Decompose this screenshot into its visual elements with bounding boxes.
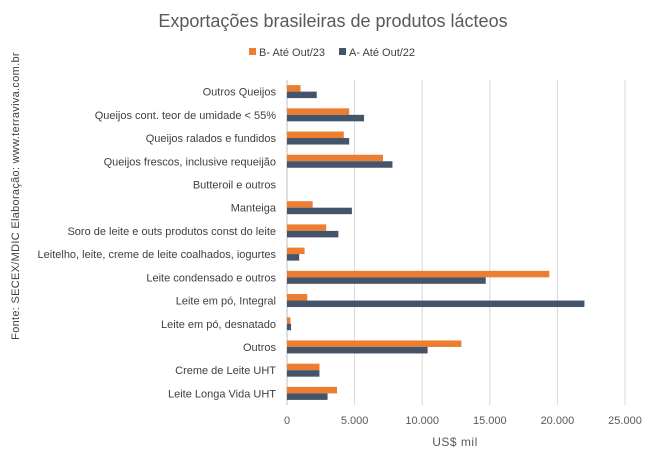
bar-series-a bbox=[287, 161, 393, 168]
legend-swatch-series-a bbox=[339, 48, 346, 55]
category-label: Creme de Leite UHT bbox=[175, 365, 276, 377]
grid bbox=[286, 80, 626, 405]
category-label: Queijos frescos, inclusive requeijão bbox=[104, 156, 276, 168]
bar-series-a bbox=[287, 230, 339, 238]
legend: B- Até Out/23 A- Até Out/22 bbox=[249, 47, 415, 59]
category-label: Leite condensado e outros bbox=[146, 272, 276, 284]
bar-series-a bbox=[287, 323, 292, 331]
x-tick-label: 0 bbox=[284, 415, 290, 427]
bar-series-b bbox=[287, 247, 305, 255]
bar-series-b bbox=[287, 386, 338, 394]
bar-series-a bbox=[287, 254, 300, 261]
category-label: Leite em pó, desnatado bbox=[161, 319, 276, 331]
x-tick-label: 15.000 bbox=[473, 415, 507, 427]
bar-series-a bbox=[287, 277, 486, 284]
bar-series-b bbox=[287, 131, 344, 139]
category-label: Queijos ralados e fundidos bbox=[146, 133, 277, 145]
bar-series-a bbox=[287, 346, 428, 354]
bar-series-b bbox=[287, 340, 462, 347]
category-label: Leite em pó, Integral bbox=[176, 296, 276, 308]
bar-series-b bbox=[287, 317, 291, 324]
bar-series-b bbox=[287, 108, 350, 115]
bar-series-a bbox=[287, 91, 317, 99]
bar-series-b bbox=[287, 201, 313, 208]
x-tick-label: 10.000 bbox=[405, 415, 439, 427]
x-tick-labels: 0 5.000 10.000 15.000 20.000 25.000 bbox=[284, 415, 642, 427]
bar-series-a bbox=[287, 393, 328, 400]
category-label: Soro de leite e outs produtos const do l… bbox=[67, 226, 276, 238]
bar-series-a bbox=[287, 207, 352, 215]
category-labels: Outros Queijos Queijos cont. teor de umid… bbox=[38, 87, 277, 401]
category-label: Queijos cont. teor de umidade < 55% bbox=[95, 110, 277, 122]
bar-series-b bbox=[287, 154, 383, 162]
x-tick-label: 20.000 bbox=[541, 415, 575, 427]
x-axis-title: US$ mil bbox=[432, 435, 478, 449]
bar-series-a bbox=[287, 300, 585, 308]
bars bbox=[287, 85, 585, 400]
category-label: Leitelho, leite, creme de leite coalhado… bbox=[38, 249, 277, 261]
legend-label-series-b: B- Até Out/23 bbox=[259, 47, 325, 59]
category-label: Outros bbox=[243, 342, 277, 354]
chart-title: Exportações brasileiras de produtos láct… bbox=[158, 11, 507, 31]
source-note: Fonte: SECEX/MDIC Elaboração: www.terrav… bbox=[10, 52, 22, 340]
bar-series-b bbox=[287, 224, 327, 231]
bar-series-b bbox=[287, 363, 320, 371]
category-label: Butteroil e outros bbox=[193, 179, 277, 191]
category-label: Manteiga bbox=[231, 203, 277, 215]
bar-series-a bbox=[287, 114, 365, 122]
bar-series-b bbox=[287, 85, 301, 92]
legend-swatch-series-b bbox=[249, 48, 256, 55]
category-label: Outros Queijos bbox=[203, 87, 277, 99]
category-label: Leite Longa Vida UHT bbox=[168, 388, 276, 400]
bar-series-b bbox=[287, 270, 550, 278]
legend-label-series-a: A- Até Out/22 bbox=[349, 47, 415, 59]
bar-series-a bbox=[287, 138, 350, 145]
x-tick-label: 25.000 bbox=[608, 415, 642, 427]
bar-series-b bbox=[287, 294, 308, 301]
bar-series-a bbox=[287, 370, 320, 377]
x-tick-label: 5.000 bbox=[341, 415, 369, 427]
